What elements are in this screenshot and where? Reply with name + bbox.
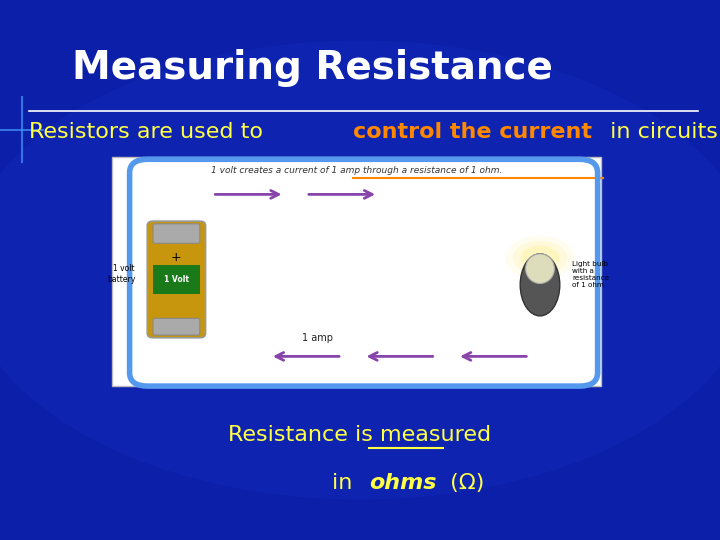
Text: in circuits.: in circuits. xyxy=(603,122,720,143)
FancyBboxPatch shape xyxy=(153,319,199,335)
Text: 1 amp: 1 amp xyxy=(302,333,333,343)
Text: 1 volt creates a current of 1 amp through a resistance of 1 ohm.: 1 volt creates a current of 1 amp throug… xyxy=(211,166,502,176)
Ellipse shape xyxy=(505,236,575,280)
Text: (Ω): (Ω) xyxy=(444,473,485,494)
Text: control the current: control the current xyxy=(354,122,593,143)
FancyBboxPatch shape xyxy=(153,265,199,294)
Ellipse shape xyxy=(521,246,559,270)
Ellipse shape xyxy=(0,40,720,500)
Text: Measuring Resistance: Measuring Resistance xyxy=(72,49,553,86)
Text: Resistance is measured: Resistance is measured xyxy=(228,424,492,445)
Text: 1 volt
battery: 1 volt battery xyxy=(107,265,135,284)
Text: ohms: ohms xyxy=(369,473,436,494)
Ellipse shape xyxy=(526,254,554,284)
FancyBboxPatch shape xyxy=(153,224,199,243)
Text: +: + xyxy=(171,251,181,265)
Text: Light bulb
with a
resistance
of 1 ohm: Light bulb with a resistance of 1 ohm xyxy=(572,261,610,287)
Text: Resistors are used to: Resistors are used to xyxy=(29,122,270,143)
Ellipse shape xyxy=(513,241,567,275)
Ellipse shape xyxy=(521,254,560,316)
Text: in: in xyxy=(333,473,360,494)
FancyBboxPatch shape xyxy=(147,221,206,338)
Text: 1 Volt: 1 Volt xyxy=(164,275,189,284)
FancyBboxPatch shape xyxy=(112,157,601,386)
